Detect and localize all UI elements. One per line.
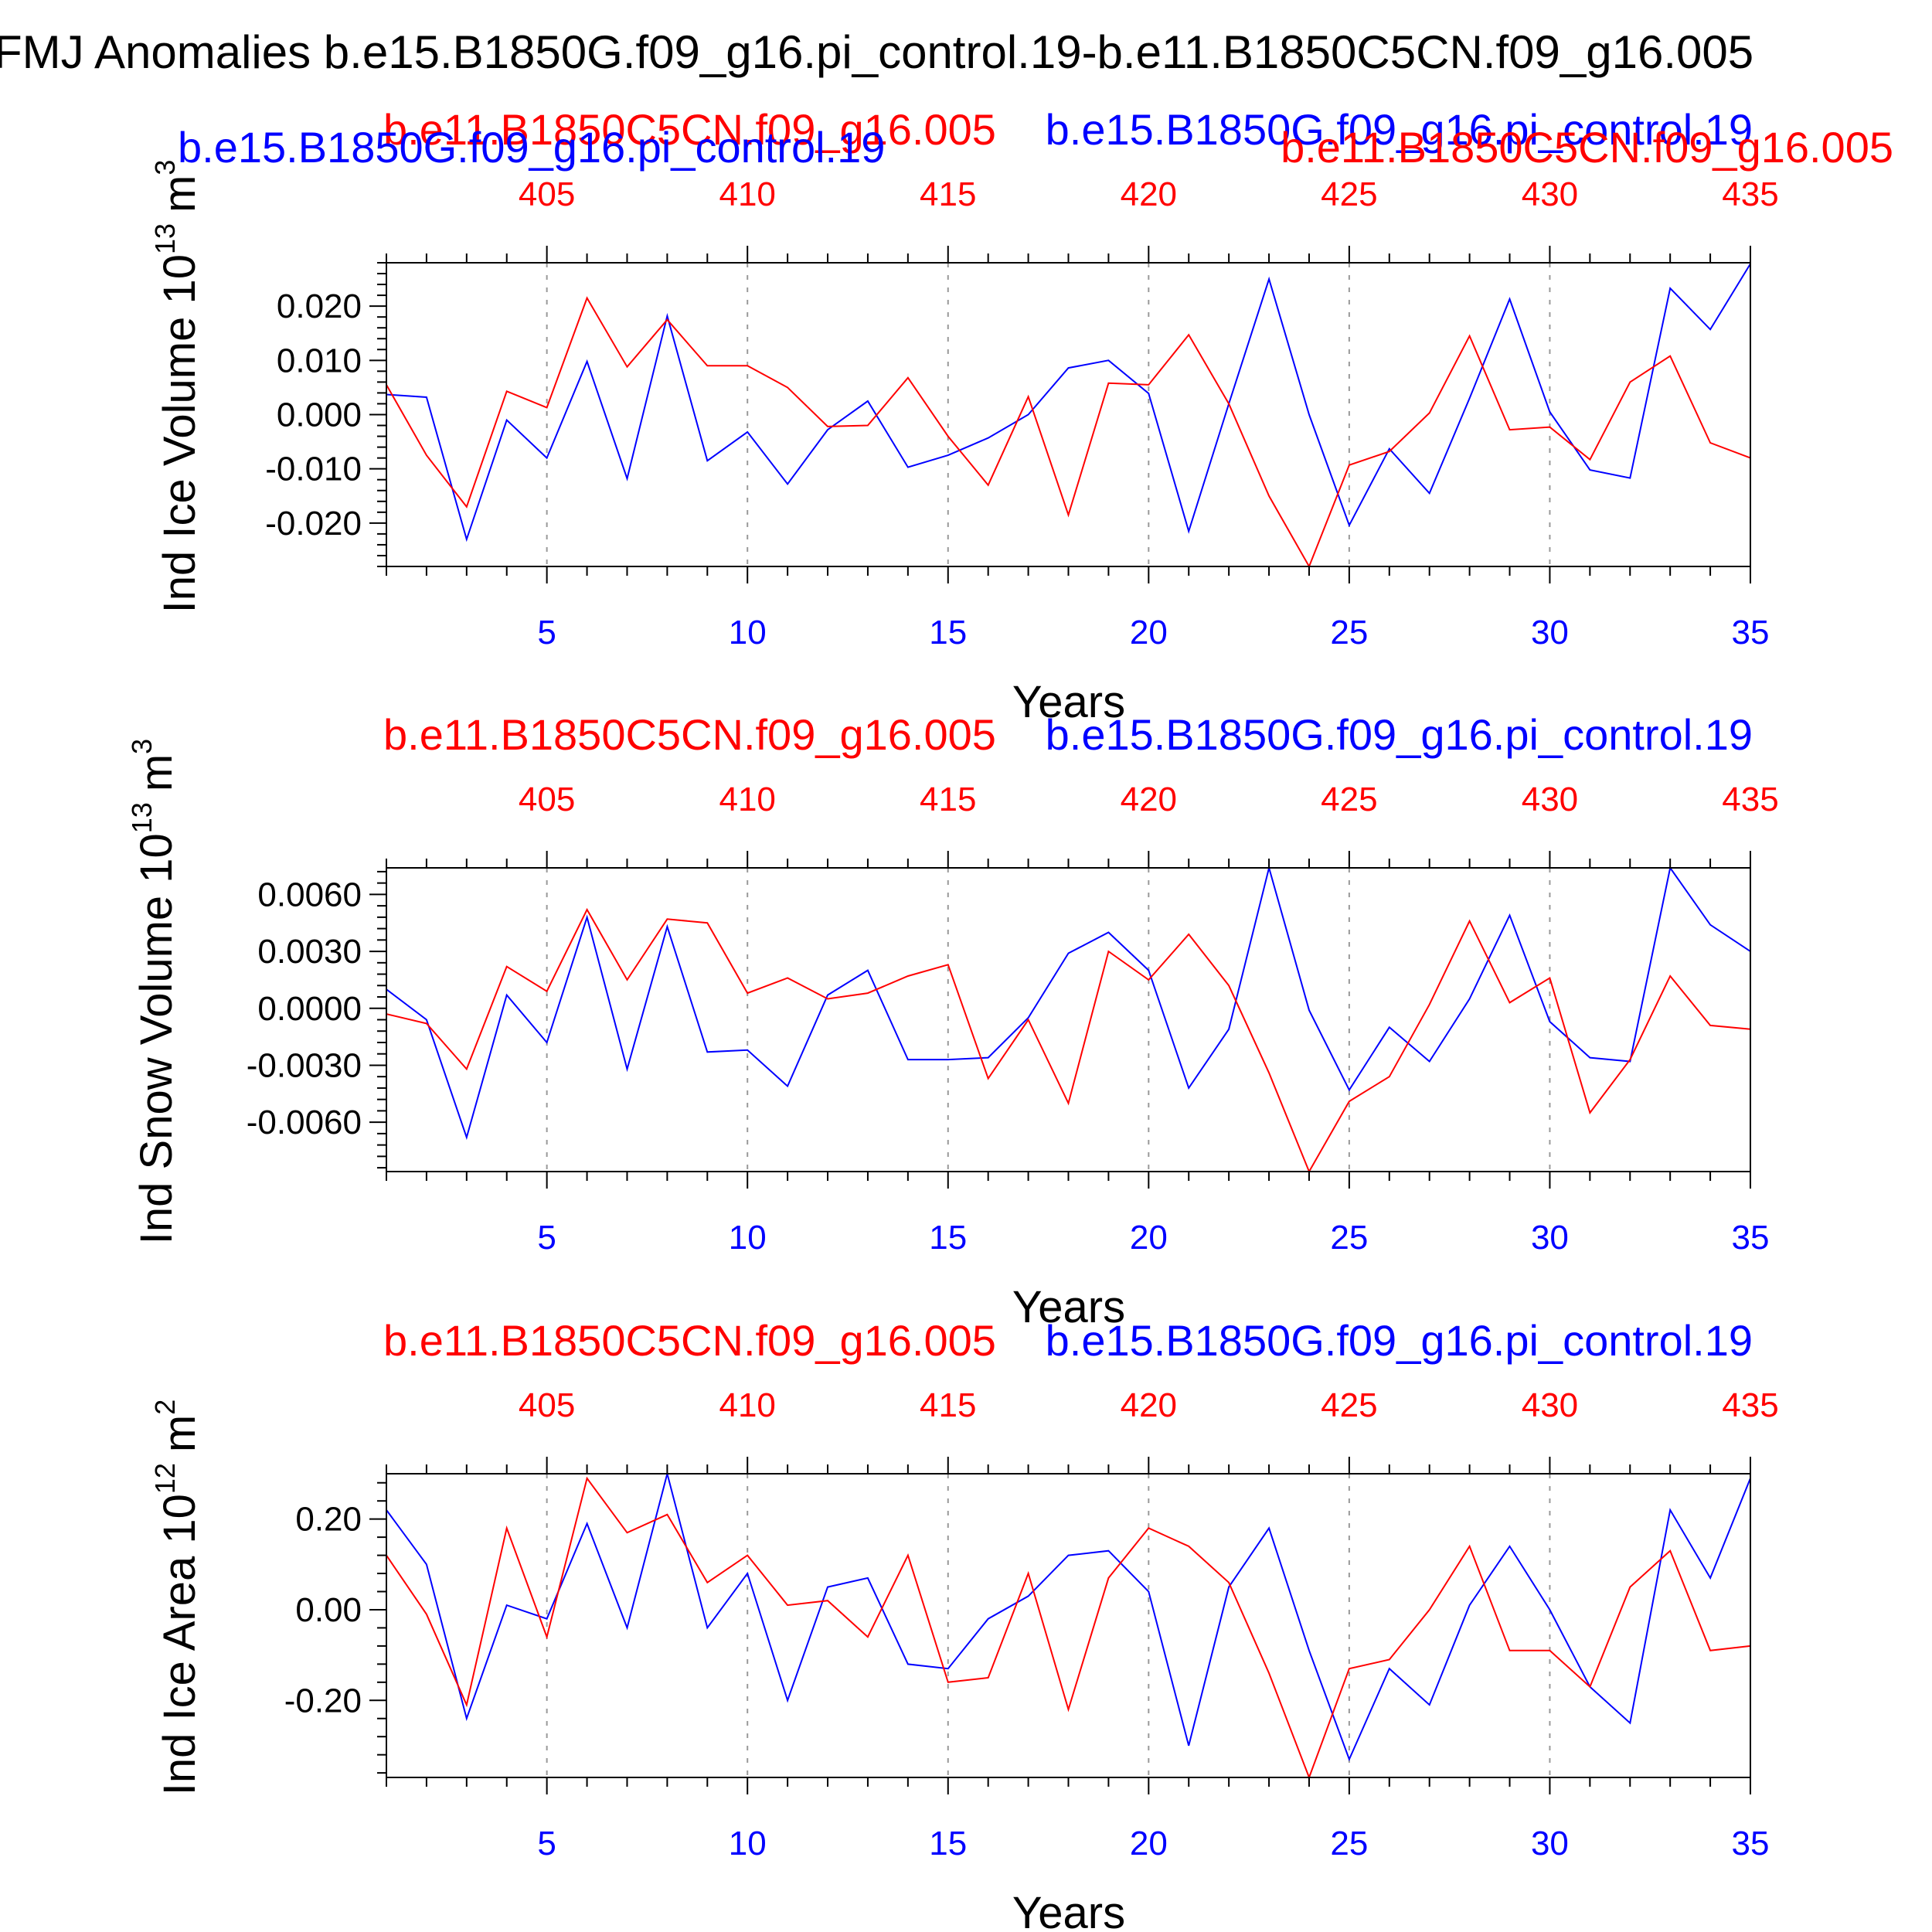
x-tick-label-bottom: 10	[729, 1825, 767, 1862]
x-tick-label-top: 405	[519, 781, 575, 818]
panels: -0.020 -0.010 0.000 0.010 0.020 5 10 15 20 25 30 35…	[126, 105, 1893, 1932]
x-tick-label-bottom: 30	[1531, 1219, 1569, 1257]
x-tick-label-top: 435	[1722, 781, 1778, 818]
series-line-c5cn	[386, 1476, 1751, 1780]
series-line-pi-control	[386, 263, 1751, 543]
panel-1: -0.020 -0.010 0.000 0.010 0.020 5 10 15 20 25 30 35…	[149, 105, 1893, 727]
y-tick-label: 0.20	[295, 1501, 362, 1539]
y-tick-label: 0.0060	[257, 876, 362, 913]
x-tick-label-top: 425	[1321, 1386, 1377, 1424]
x-tick-label-bottom: 30	[1531, 1825, 1569, 1862]
legend-label-pi-control-extra: b.e15.B1850G.f09_g16.pi_control.19	[178, 123, 885, 172]
x-tick-label-top: 405	[519, 175, 575, 213]
y-tick-label: 0.0030	[257, 933, 362, 971]
x-tick-label-top: 410	[719, 175, 775, 213]
x-tick-label-bottom: 5	[537, 1219, 556, 1257]
y-tick-label: 0.0000	[257, 990, 362, 1028]
x-tick-label-bottom: 10	[729, 614, 767, 651]
legend-label-pi-control: b.e15.B1850G.f09_g16.pi_control.19	[1046, 105, 1753, 154]
y-tick-label: 0.00	[295, 1591, 362, 1629]
y-axis-label: Ind Snow Volume 1013m3	[126, 739, 182, 1244]
x-tick-label-bottom: 5	[537, 1825, 556, 1862]
y-tick-label: 0.020	[277, 287, 362, 325]
y-tick-label: -0.0030	[247, 1046, 362, 1084]
x-tick-label-top: 430	[1522, 1386, 1578, 1424]
x-tick-label-top: 435	[1722, 175, 1778, 213]
plot-frame	[386, 867, 1751, 1172]
plot-frame	[386, 262, 1751, 567]
x-tick-label-top: 430	[1522, 781, 1578, 818]
x-tick-label-bottom: 15	[929, 1219, 967, 1257]
x-tick-label-bottom: 25	[1330, 614, 1368, 651]
x-tick-label-top: 410	[719, 1386, 775, 1424]
x-tick-label-top: 425	[1321, 175, 1377, 213]
x-tick-label-bottom: 35	[1732, 614, 1770, 651]
figure-title: FMJ Anomalies b.e15.B1850G.f09_g16.pi_co…	[0, 26, 1753, 78]
x-tick-label-bottom: 35	[1732, 1825, 1770, 1862]
plot-frame	[386, 1473, 1751, 1778]
legend-label-pi-control: b.e15.B1850G.f09_g16.pi_control.19	[1046, 1316, 1753, 1365]
x-tick-label-bottom: 10	[729, 1219, 767, 1257]
x-tick-label-top: 405	[519, 1386, 575, 1424]
x-tick-label-top: 420	[1121, 1386, 1177, 1424]
x-tick-label-top: 415	[920, 175, 976, 213]
x-tick-label-bottom: 20	[1130, 614, 1168, 651]
x-tick-label-top: 415	[920, 1386, 976, 1424]
y-tick-label: -0.20	[284, 1682, 362, 1719]
series-line-c5cn	[386, 296, 1751, 569]
x-tick-label-bottom: 25	[1330, 1825, 1368, 1862]
y-tick-label: -0.020	[265, 505, 362, 543]
legend-label-pi-control: b.e15.B1850G.f09_g16.pi_control.19	[1046, 710, 1753, 759]
y-tick-label: -0.010	[265, 451, 362, 488]
y-tick-label: -0.0060	[247, 1104, 362, 1141]
legend-label-c5cn-extra: b.e11.B1850C5CN.f09_g16.005	[1281, 123, 1893, 172]
x-tick-label-bottom: 35	[1732, 1219, 1770, 1257]
y-tick-label: 0.010	[277, 342, 362, 379]
legend-label-c5cn: b.e11.B1850C5CN.f09_g16.005	[383, 1316, 996, 1365]
x-tick-label-top: 420	[1121, 175, 1177, 213]
x-tick-label-bottom: 25	[1330, 1219, 1368, 1257]
x-tick-label-top: 430	[1522, 175, 1578, 213]
series-line-pi-control	[386, 865, 1751, 1141]
x-tick-label-bottom: 5	[537, 614, 556, 651]
x-axis-label: Years	[1012, 677, 1125, 727]
x-tick-label-bottom: 30	[1531, 614, 1569, 651]
series-line-pi-control	[386, 1471, 1751, 1762]
x-axis-label: Years	[1012, 1282, 1125, 1332]
panel-3: -0.20 0.00 0.20 5 10 15 20 25 30 35 405 410 415 420 42…	[149, 1316, 1779, 1932]
legend-label-c5cn: b.e11.B1850C5CN.f09_g16.005	[383, 105, 996, 154]
y-axis-label: Ind Ice Volume 1013m3	[149, 160, 205, 614]
x-tick-label-top: 435	[1722, 1386, 1778, 1424]
x-tick-label-top: 420	[1121, 781, 1177, 818]
x-tick-label-top: 410	[719, 781, 775, 818]
x-tick-label-bottom: 20	[1130, 1219, 1168, 1257]
x-axis-label: Years	[1012, 1888, 1125, 1932]
x-tick-label-top: 415	[920, 781, 976, 818]
x-tick-label-top: 425	[1321, 781, 1377, 818]
x-tick-label-bottom: 15	[929, 614, 967, 651]
x-tick-label-bottom: 15	[929, 1825, 967, 1862]
y-axis-label: Ind Ice Area 1012m2	[149, 1400, 205, 1796]
legend-label-c5cn: b.e11.B1850C5CN.f09_g16.005	[383, 710, 996, 759]
y-tick-label: 0.000	[277, 396, 362, 434]
x-tick-label-bottom: 20	[1130, 1825, 1168, 1862]
panel-2: -0.0060 -0.0030 0.0000 0.0030 0.0060 5 10 15 20 2…	[126, 710, 1779, 1332]
series-line-c5cn	[386, 907, 1751, 1174]
